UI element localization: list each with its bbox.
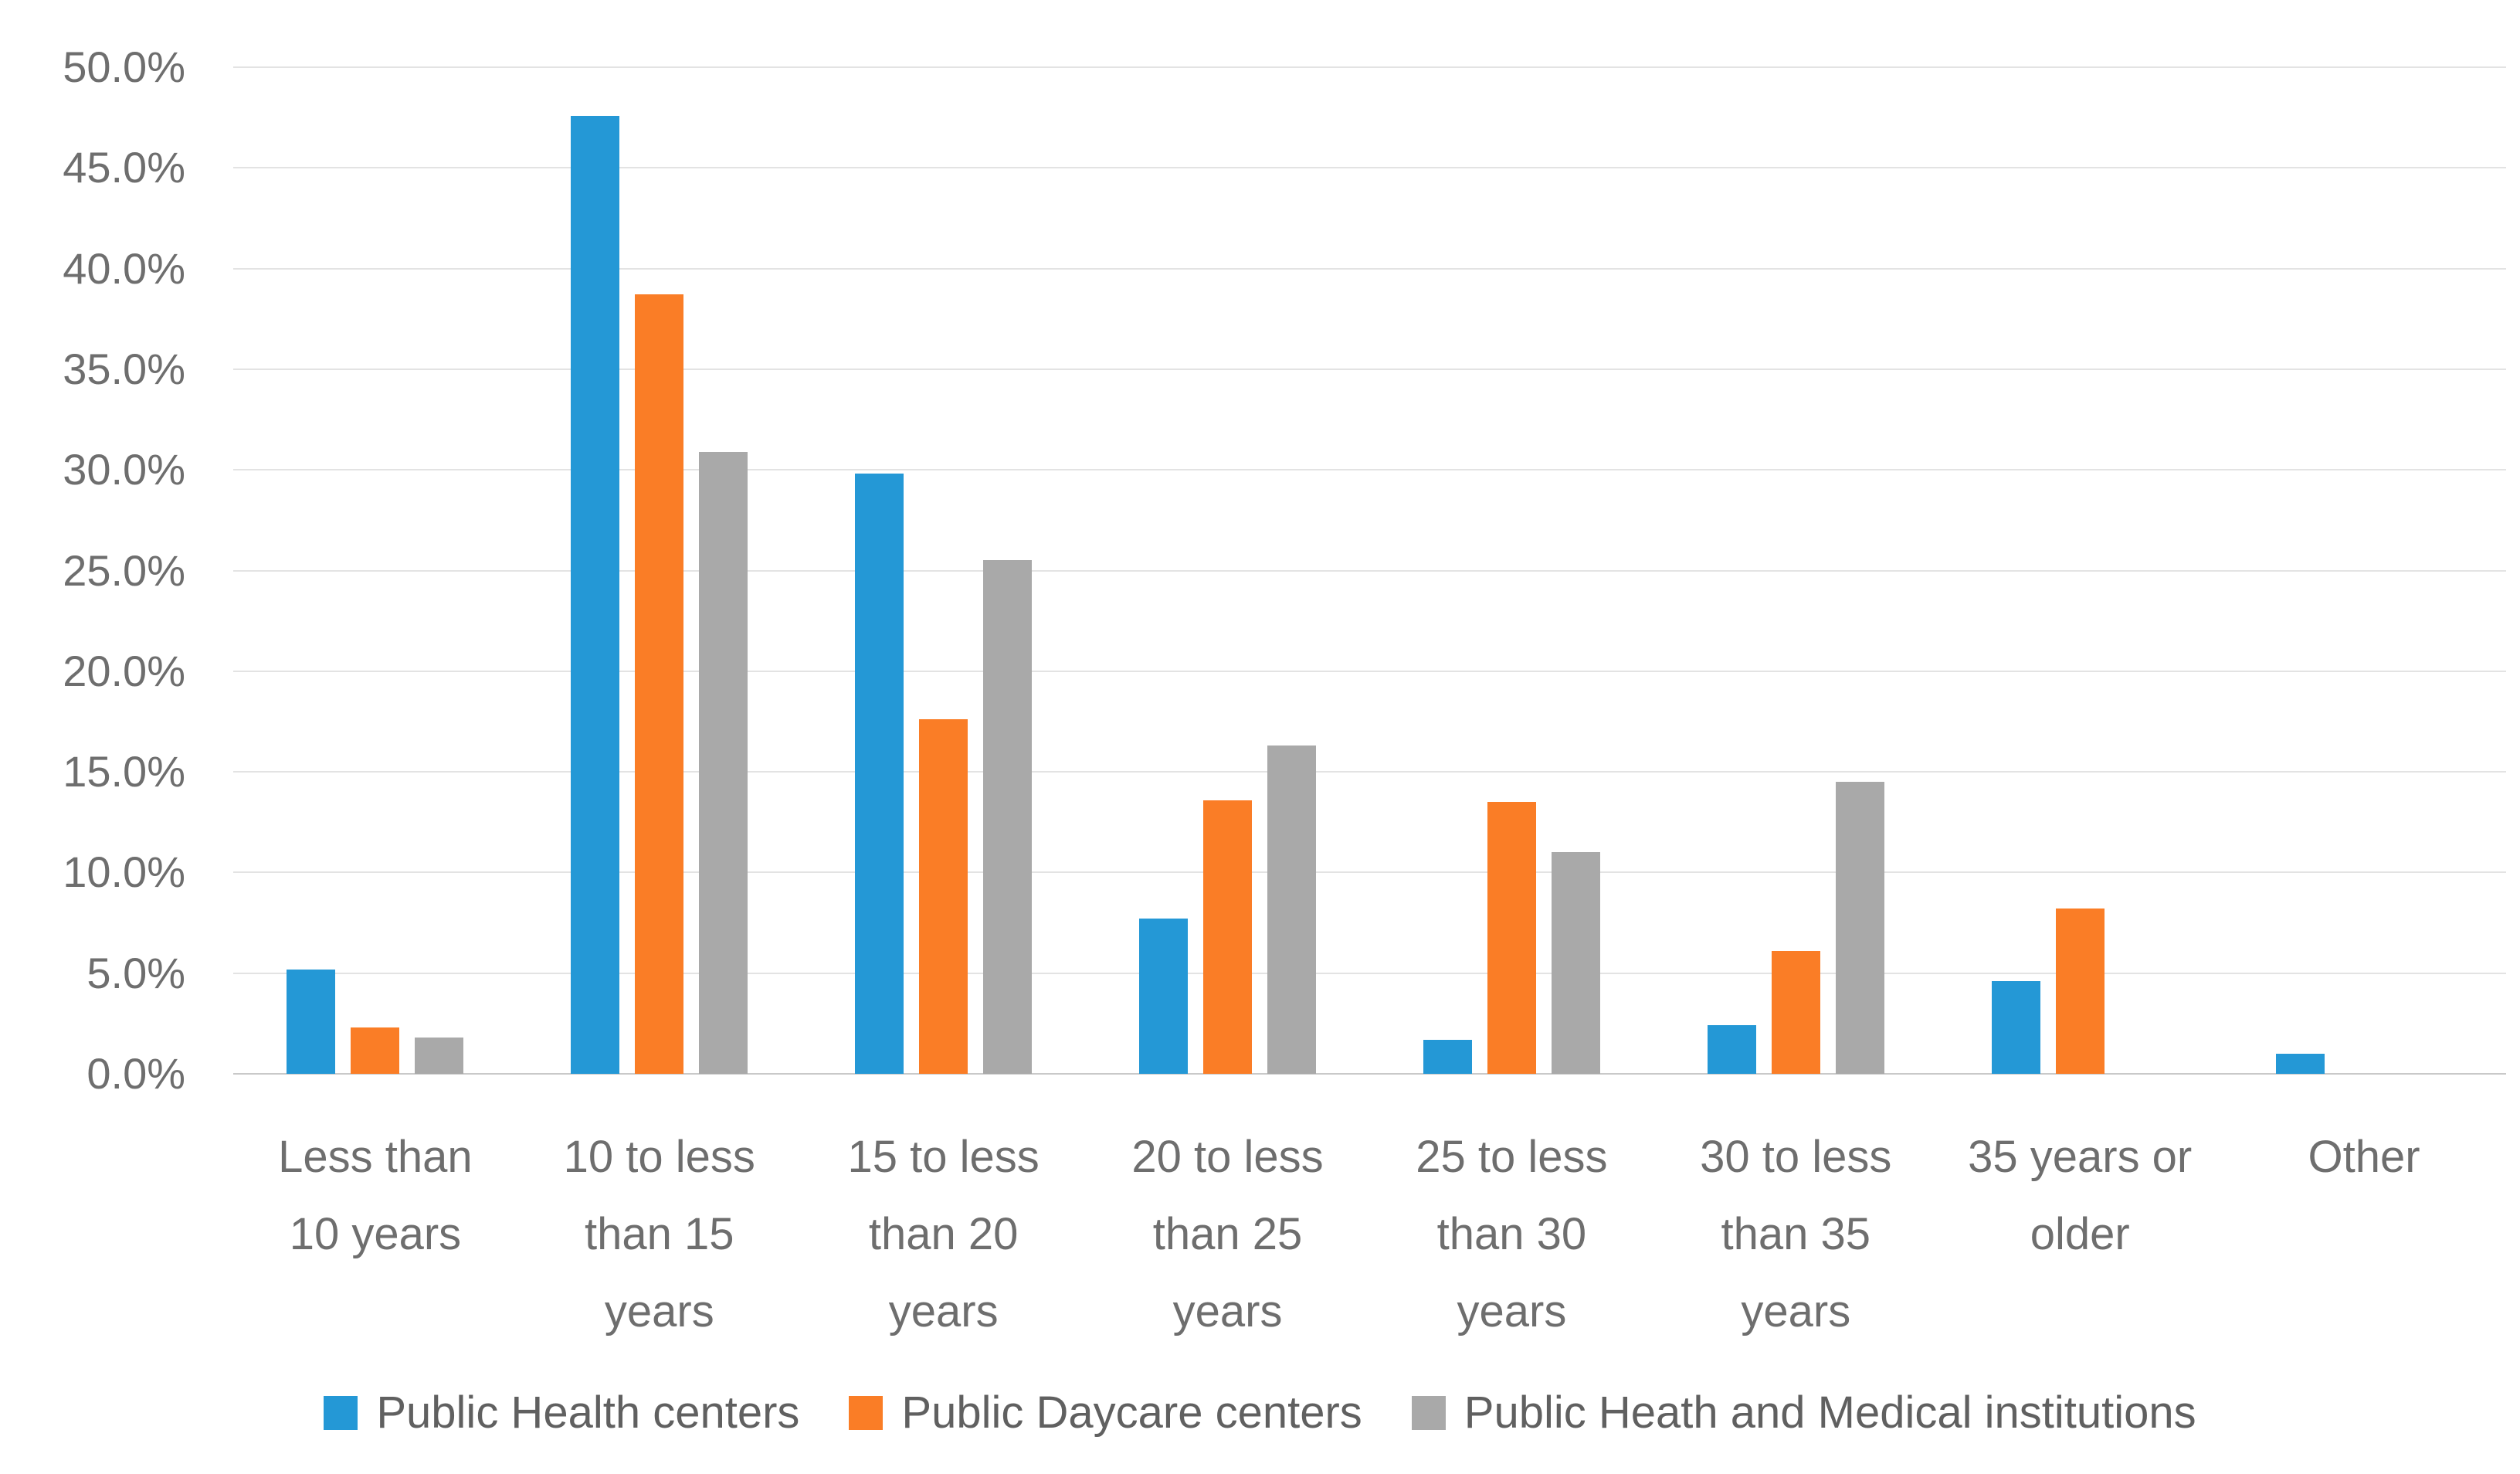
bar-public-heath-and-medical-institutions-c5 [1835,782,1884,1074]
bar-public-health-centers-c1 [571,115,620,1074]
x-category-label: 35 years or older [1968,1132,2193,1259]
bar-public-health-centers-c7 [2275,1053,2325,1074]
bar-public-daycare-centers-c4 [1487,802,1536,1074]
y-tick-label: 0.0% [86,1049,185,1098]
legend-item: Public Health centers [324,1387,799,1438]
bar-public-daycare-centers-c3 [1203,800,1253,1074]
gridline [233,871,2506,874]
x-category-label: 10 to less than 15 years [563,1132,755,1336]
bar-public-health-centers-c0 [287,969,336,1074]
bar-public-health-centers-c4 [1423,1039,1472,1074]
bar-public-health-centers-c3 [1139,919,1189,1074]
bar-public-daycare-centers-c2 [919,719,968,1074]
y-tick-label: 45.0% [63,143,185,192]
gridline [233,771,2506,773]
y-tick-label: 40.0% [63,243,185,293]
legend-swatch-icon [324,1395,358,1430]
gridline [233,368,2506,370]
x-category-label: Less than 10 years [278,1132,473,1259]
gridline [233,167,2506,169]
y-tick-label: 20.0% [63,646,185,695]
gridline [233,670,2506,672]
bar-public-heath-and-medical-institutions-c0 [415,1038,464,1074]
x-category-label: 15 to less than 20 years [847,1132,1040,1336]
y-tick-label: 30.0% [63,445,185,494]
gridline [233,66,2506,68]
gridline [233,569,2506,572]
gridline [233,469,2506,471]
y-tick-label: 35.0% [63,344,185,393]
y-tick-label: 50.0% [63,42,185,91]
x-category-label: 30 to less than 35 years [1700,1132,1892,1336]
x-category-label: 20 to less than 25 years [1131,1132,1324,1336]
bar-public-heath-and-medical-institutions-c3 [1267,745,1317,1074]
x-category-label: Other [2308,1132,2420,1182]
y-tick-label: 25.0% [63,545,185,595]
legend-item: Public Heath and Medical institutions [1411,1387,2196,1438]
legend-label: Public Heath and Medical institutions [1463,1387,2196,1438]
y-tick-label: 5.0% [86,948,185,997]
legend-label: Public Health centers [376,1387,800,1438]
bar-public-health-centers-c2 [855,474,904,1074]
legend: Public Health centers Public Daycare cent… [0,1387,2520,1438]
legend-item: Public Daycare centers [849,1387,1362,1438]
bar-public-health-centers-c6 [1991,981,2040,1074]
bar-public-heath-and-medical-institutions-c2 [983,560,1033,1074]
gridline [233,267,2506,270]
legend-swatch-icon [849,1395,884,1430]
plot-area [233,66,2506,1075]
bar-public-daycare-centers-c1 [635,294,684,1074]
bar-public-daycare-centers-c6 [2055,909,2105,1074]
y-tick-label: 15.0% [63,747,185,796]
bar-public-daycare-centers-c5 [1771,951,1820,1074]
bar-public-daycare-centers-c0 [351,1027,400,1074]
x-category-label: 25 to less than 30 years [1416,1132,1608,1336]
x-axis-line [233,1073,2506,1075]
y-tick-label: 10.0% [63,847,185,897]
bar-public-heath-and-medical-institutions-c1 [699,451,748,1074]
legend-swatch-icon [1411,1395,1446,1430]
bar-public-health-centers-c5 [1707,1025,1756,1074]
gridline [233,972,2506,974]
legend-label: Public Daycare centers [901,1387,1362,1438]
bar-public-heath-and-medical-institutions-c4 [1551,852,1600,1074]
